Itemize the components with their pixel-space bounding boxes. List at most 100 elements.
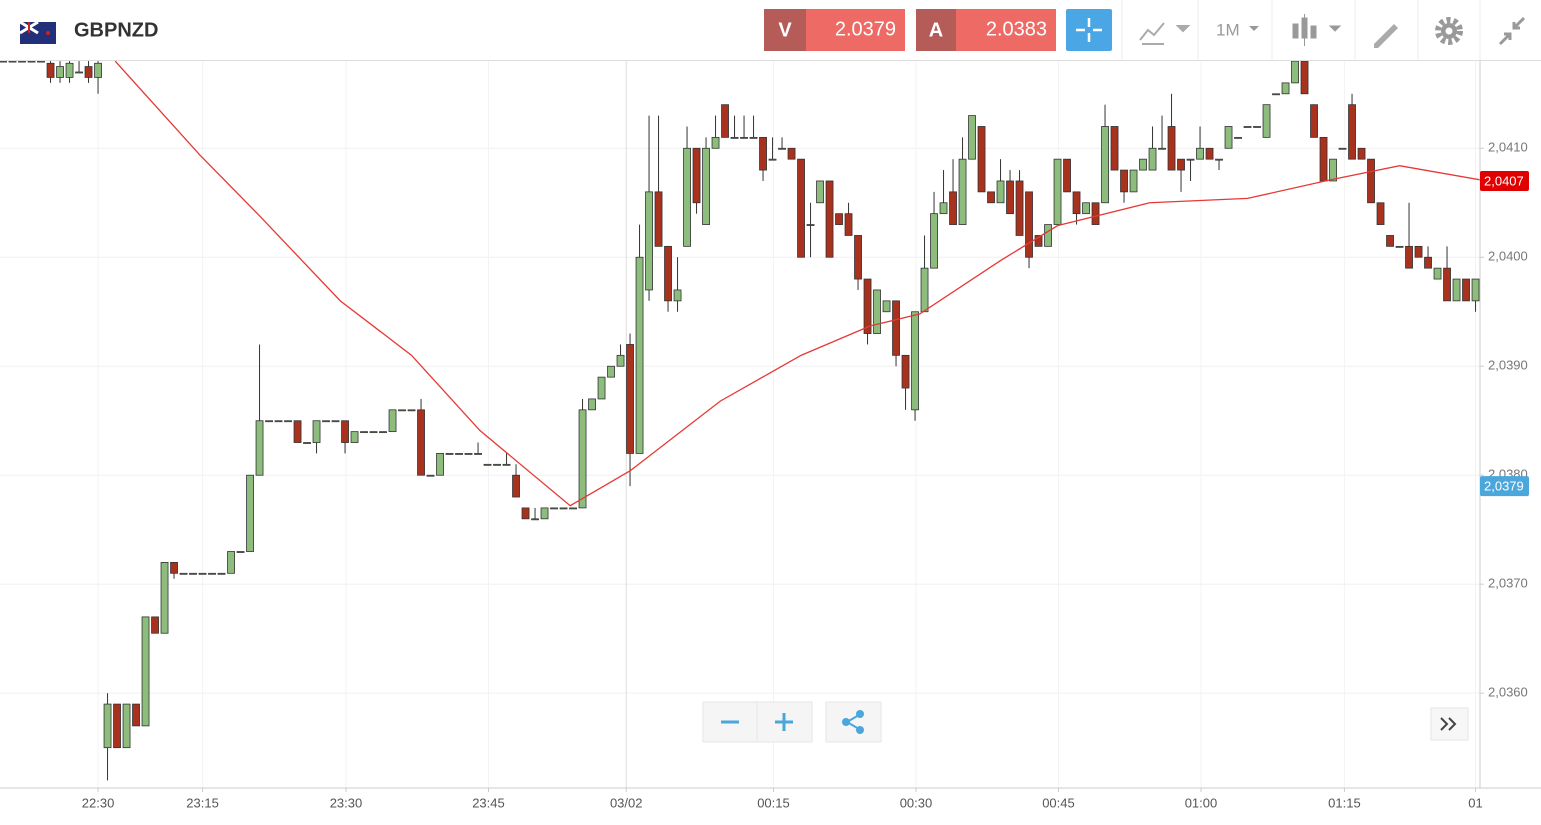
candle-body	[1253, 126, 1261, 128]
candle	[1224, 126, 1233, 149]
candle	[379, 431, 387, 434]
candle	[1158, 115, 1166, 150]
crosshair-button[interactable]	[1066, 9, 1112, 51]
candle-body	[1471, 278, 1480, 302]
share-button[interactable]	[825, 701, 882, 743]
candle-body	[75, 71, 83, 74]
candle-body	[322, 420, 330, 423]
candle-body	[417, 409, 425, 476]
candle	[1262, 104, 1271, 138]
candle	[768, 137, 777, 161]
candle-body	[1424, 256, 1432, 269]
candle	[939, 170, 948, 215]
candle-body	[350, 431, 359, 443]
candle-body	[559, 507, 568, 510]
candle-body	[398, 409, 406, 412]
candle	[740, 115, 748, 139]
candle	[721, 104, 729, 138]
candle	[1129, 169, 1138, 193]
candle-body	[1386, 235, 1394, 247]
candle	[322, 420, 330, 423]
chart-type-button[interactable]	[1292, 14, 1342, 46]
price-tag-label: 2,0379	[1484, 479, 1524, 494]
x-tick-label: 00:15	[757, 795, 790, 810]
collapse-button[interactable]	[1498, 16, 1526, 46]
candle	[198, 572, 207, 575]
candle	[797, 158, 805, 258]
candle	[1148, 126, 1157, 171]
candle	[901, 354, 910, 410]
candle	[1082, 202, 1090, 215]
candle-body	[1101, 126, 1109, 204]
candle-body	[1291, 60, 1299, 84]
candle-body	[635, 256, 644, 454]
candle	[493, 463, 501, 466]
candle	[360, 431, 368, 434]
candle-body	[170, 562, 178, 574]
candle	[1376, 202, 1385, 225]
candle-body	[436, 453, 444, 476]
candle	[1348, 93, 1356, 160]
y-tick-label: 2,0410	[1488, 140, 1528, 155]
candle-body	[407, 409, 416, 412]
scroll-end-button[interactable]	[1430, 707, 1469, 741]
indicator-button[interactable]	[1139, 22, 1191, 45]
candle-body	[1300, 60, 1309, 95]
candle-body	[797, 158, 805, 258]
candle-body	[1158, 147, 1166, 150]
candle	[122, 703, 131, 749]
candle	[1386, 235, 1394, 247]
candle	[607, 365, 615, 378]
candle	[749, 115, 758, 139]
moving-average	[114, 60, 1480, 507]
candle-body	[113, 703, 121, 749]
draw-button[interactable]	[1374, 24, 1398, 48]
candle-body	[531, 518, 539, 521]
candle	[835, 213, 843, 225]
candle-body	[198, 572, 207, 575]
candle-body	[1110, 126, 1119, 171]
candle	[1063, 158, 1071, 193]
candle-body	[958, 158, 967, 225]
candle-body	[911, 311, 919, 411]
candle-body	[1044, 224, 1052, 247]
candle	[37, 60, 45, 63]
candle	[996, 159, 1005, 204]
candle	[540, 507, 549, 520]
y-tick-label: 2,0360	[1488, 685, 1528, 700]
candle-body	[626, 344, 634, 454]
candle-body	[1310, 104, 1318, 138]
candle-body	[46, 62, 55, 78]
timeframe[interactable]: 1M	[1216, 20, 1240, 39]
y-tick-label: 2,0370	[1488, 576, 1528, 591]
settings-button[interactable]	[1435, 17, 1463, 45]
candle	[1291, 60, 1299, 84]
candle-body	[920, 267, 929, 313]
candle-body	[1072, 191, 1081, 215]
candle	[1357, 147, 1366, 160]
candle	[179, 572, 188, 575]
candle-body	[1224, 126, 1233, 149]
candle-body	[1082, 202, 1090, 215]
candle-body	[1167, 126, 1176, 171]
candle	[683, 126, 691, 247]
candle	[502, 453, 511, 466]
candle	[189, 572, 197, 575]
candle	[968, 115, 976, 160]
candle	[597, 376, 606, 400]
sell-label: V	[778, 19, 792, 41]
candle-body	[1414, 245, 1423, 258]
candle	[1120, 169, 1128, 203]
candle-body	[1462, 278, 1470, 302]
candle-body	[873, 289, 881, 334]
zoom-in-button[interactable]	[756, 701, 813, 743]
candle	[1110, 126, 1119, 171]
candle	[1414, 245, 1423, 258]
zoom-out-button[interactable]	[702, 701, 758, 743]
candle-body	[939, 202, 948, 215]
sell-button[interactable]: V 2.0379	[764, 9, 905, 51]
buy-button[interactable]: A 2.0383	[916, 9, 1056, 51]
candle-body	[445, 453, 454, 455]
candle	[284, 420, 292, 423]
candle-body	[1177, 158, 1185, 171]
